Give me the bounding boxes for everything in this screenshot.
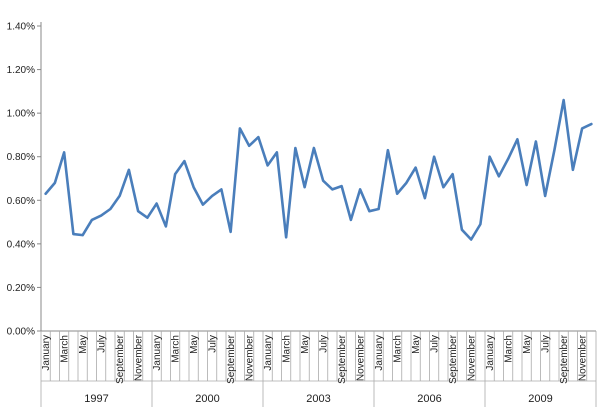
x-month-label: March — [504, 335, 515, 363]
y-tick-label: 1.20% — [7, 65, 35, 76]
x-month-label: September — [448, 334, 459, 384]
x-month-label: November — [134, 334, 145, 381]
x-month-label: September — [337, 334, 348, 384]
x-month-label: March — [393, 335, 404, 363]
x-month-label: May — [300, 335, 311, 354]
x-month-label: September — [115, 334, 126, 384]
y-tick-label: 1.40% — [7, 22, 35, 33]
x-year-label: 2009 — [528, 393, 552, 405]
x-month-label: November — [467, 334, 478, 381]
x-month-label: July — [208, 335, 219, 353]
x-month-label: May — [189, 335, 200, 354]
x-month-label: January — [263, 335, 274, 371]
x-year-label: 2006 — [417, 393, 441, 405]
x-month-label: July — [97, 335, 108, 353]
y-tick-label: 0.20% — [7, 283, 35, 294]
x-month-label: January — [485, 335, 496, 371]
series-group — [44, 98, 593, 241]
y-tick-label: 0.60% — [7, 196, 35, 207]
x-axis: 1997 2000 2003 2006 2009 January March May July S… — [40, 330, 597, 407]
x-month-label: May — [522, 335, 533, 354]
x-month-label: January — [374, 335, 385, 371]
y-tick-label: 0.80% — [7, 152, 35, 163]
x-month-label: September — [559, 334, 570, 384]
x-month-label: July — [319, 335, 330, 353]
x-year-label: 2000 — [195, 393, 219, 405]
x-month-label: July — [541, 335, 552, 353]
y-tick-label: 1.00% — [7, 109, 35, 120]
y-axis: 0.00% 0.20% 0.40% 0.60% 0.80% 1.00% 1.20% 1.40% — [7, 22, 42, 338]
x-month-label: May — [411, 335, 422, 354]
x-month-label: November — [578, 334, 589, 381]
y-tick-label: 0.40% — [7, 239, 35, 250]
x-month-label: July — [430, 335, 441, 353]
x-month-label: January — [41, 335, 52, 371]
x-month-label: November — [245, 334, 256, 381]
x-month-label: March — [282, 335, 293, 363]
x-year-label: 1997 — [84, 393, 108, 405]
y-tick-label: 0.00% — [7, 327, 35, 338]
x-month-label: March — [60, 335, 71, 363]
x-month-label: January — [152, 335, 163, 371]
x-month-label: November — [356, 334, 367, 381]
x-month-label: May — [78, 335, 89, 354]
series-line — [44, 98, 593, 241]
x-month-label: March — [171, 335, 182, 363]
x-year-label: 2003 — [306, 393, 330, 405]
x-month-label: September — [226, 334, 237, 384]
